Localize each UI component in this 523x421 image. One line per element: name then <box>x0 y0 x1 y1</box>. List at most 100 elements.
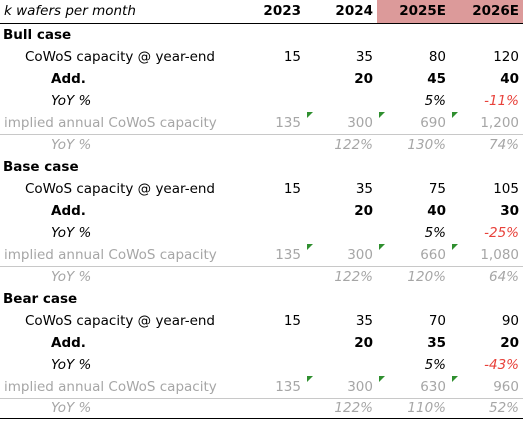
value-text: 300 <box>347 247 373 263</box>
row-label[interactable]: YoY % <box>51 400 92 416</box>
value-cell[interactable]: 75 <box>428 181 446 197</box>
value-cell[interactable]: 35 <box>355 49 373 65</box>
section-title[interactable]: Bull case <box>3 27 72 43</box>
section-title-row: Base case <box>0 156 523 178</box>
row-label[interactable]: Add. <box>51 335 86 351</box>
value-cell[interactable]: 74% <box>488 137 519 153</box>
value-cell[interactable]: 80 <box>428 49 446 65</box>
negative-value-cell[interactable]: -11% <box>484 93 519 109</box>
value-cell[interactable]: 960 <box>450 376 523 398</box>
add-row: Add. 20 45 40 <box>0 68 523 90</box>
row-label[interactable]: implied annual CoWoS capacity <box>4 379 217 395</box>
value-text: 1,080 <box>480 247 519 263</box>
row-label[interactable]: YoY % <box>51 137 92 153</box>
value-cell[interactable]: 135 <box>275 379 301 395</box>
value-cell[interactable]: 135 <box>275 247 301 263</box>
capacity-row: CoWoS capacity @ year-end 15 35 75 105 <box>0 178 523 200</box>
value-cell[interactable]: 5% <box>424 93 446 109</box>
value-cell[interactable]: 45 <box>427 71 446 87</box>
implied-capacity-row: implied annual CoWoS capacity 135 300 66… <box>0 244 523 267</box>
header-year-2024[interactable]: 2024 <box>335 3 373 19</box>
add-row: Add. 20 35 20 <box>0 332 523 354</box>
header-year-2026e[interactable]: 2026E <box>450 0 523 23</box>
value-cell[interactable]: 1,080 <box>450 244 523 266</box>
value-cell[interactable]: 15 <box>283 49 301 65</box>
value-cell[interactable]: 35 <box>355 313 373 329</box>
row-label[interactable]: CoWoS capacity @ year-end <box>25 181 215 197</box>
cell-marker-icon <box>452 244 458 250</box>
header-unit-label[interactable]: k wafers per month <box>4 3 136 19</box>
value-text: 630 <box>420 379 446 395</box>
value-cell[interactable]: 90 <box>501 313 519 329</box>
implied-yoy-row: YoY % 122% 120% 64% <box>0 266 523 288</box>
row-label[interactable]: Add. <box>51 71 86 87</box>
implied-capacity-row: implied annual CoWoS capacity 135 300 63… <box>0 376 523 399</box>
capacity-row: CoWoS capacity @ year-end 15 35 70 90 <box>0 310 523 332</box>
implied-yoy-row: YoY % 122% 130% 74% <box>0 134 523 156</box>
value-text: 660 <box>420 247 446 263</box>
row-label[interactable]: YoY % <box>51 93 92 109</box>
section-title-row: Bull case <box>0 24 523 46</box>
value-cell[interactable]: 15 <box>283 313 301 329</box>
value-text: 690 <box>420 115 446 131</box>
value-cell[interactable]: 52% <box>488 400 519 416</box>
value-cell[interactable]: 300 <box>305 376 377 398</box>
header-year-2025e[interactable]: 2025E <box>377 0 450 23</box>
yoy-row: YoY % 5% -11% <box>0 90 523 112</box>
section-title[interactable]: Base case <box>3 159 79 175</box>
yoy-row: YoY % 5% -25% <box>0 222 523 244</box>
value-cell[interactable]: 40 <box>427 203 446 219</box>
value-cell[interactable]: 35 <box>355 181 373 197</box>
value-text: 300 <box>347 379 373 395</box>
value-cell[interactable]: 690 <box>377 112 450 134</box>
cell-marker-icon <box>307 376 313 382</box>
value-cell[interactable]: 122% <box>334 137 373 153</box>
value-cell[interactable]: 105 <box>493 181 519 197</box>
value-cell[interactable]: 35 <box>427 335 446 351</box>
value-cell[interactable]: 20 <box>354 335 373 351</box>
value-cell[interactable]: 20 <box>500 335 519 351</box>
value-cell[interactable]: 122% <box>334 400 373 416</box>
section-title-row: Bear case <box>0 288 523 310</box>
row-label[interactable]: YoY % <box>51 269 92 285</box>
section-title[interactable]: Bear case <box>3 291 78 307</box>
value-cell[interactable]: 20 <box>354 71 373 87</box>
header-year-2023[interactable]: 2023 <box>263 3 301 19</box>
header-row: k wafers per month 2023 2024 2025E 2026E <box>0 0 523 24</box>
value-cell[interactable]: 300 <box>305 244 377 266</box>
row-label[interactable]: CoWoS capacity @ year-end <box>25 313 215 329</box>
row-label[interactable]: implied annual CoWoS capacity <box>4 247 217 263</box>
value-cell[interactable]: 130% <box>407 137 446 153</box>
row-label[interactable]: implied annual CoWoS capacity <box>4 115 217 131</box>
value-cell[interactable]: 30 <box>500 203 519 219</box>
value-cell[interactable]: 64% <box>488 269 519 285</box>
value-cell[interactable]: 135 <box>275 115 301 131</box>
value-cell[interactable]: 20 <box>354 203 373 219</box>
value-cell[interactable]: 1,200 <box>450 112 523 134</box>
value-cell[interactable]: 5% <box>424 357 446 373</box>
row-label[interactable]: YoY % <box>51 357 92 373</box>
add-row: Add. 20 40 30 <box>0 200 523 222</box>
negative-value-cell[interactable]: -25% <box>484 225 519 241</box>
table-bottom-border <box>0 418 523 419</box>
cell-marker-icon <box>379 112 385 118</box>
value-cell[interactable]: 122% <box>334 269 373 285</box>
value-cell[interactable]: 660 <box>377 244 450 266</box>
row-label[interactable]: CoWoS capacity @ year-end <box>25 49 215 65</box>
cell-marker-icon <box>379 376 385 382</box>
row-label[interactable]: YoY % <box>51 225 92 241</box>
value-cell[interactable]: 120 <box>493 49 519 65</box>
value-cell[interactable]: 5% <box>424 225 446 241</box>
value-cell[interactable]: 120% <box>407 269 446 285</box>
value-cell[interactable]: 70 <box>428 313 446 329</box>
value-cell[interactable]: 300 <box>305 112 377 134</box>
cell-marker-icon <box>379 244 385 250</box>
negative-value-cell[interactable]: -43% <box>484 357 519 373</box>
value-cell[interactable]: 15 <box>283 181 301 197</box>
cell-marker-icon <box>452 376 458 382</box>
value-cell[interactable]: 630 <box>377 376 450 398</box>
value-cell[interactable]: 110% <box>407 400 446 416</box>
row-label[interactable]: Add. <box>51 203 86 219</box>
value-cell[interactable]: 40 <box>500 71 519 87</box>
cell-marker-icon <box>307 112 313 118</box>
